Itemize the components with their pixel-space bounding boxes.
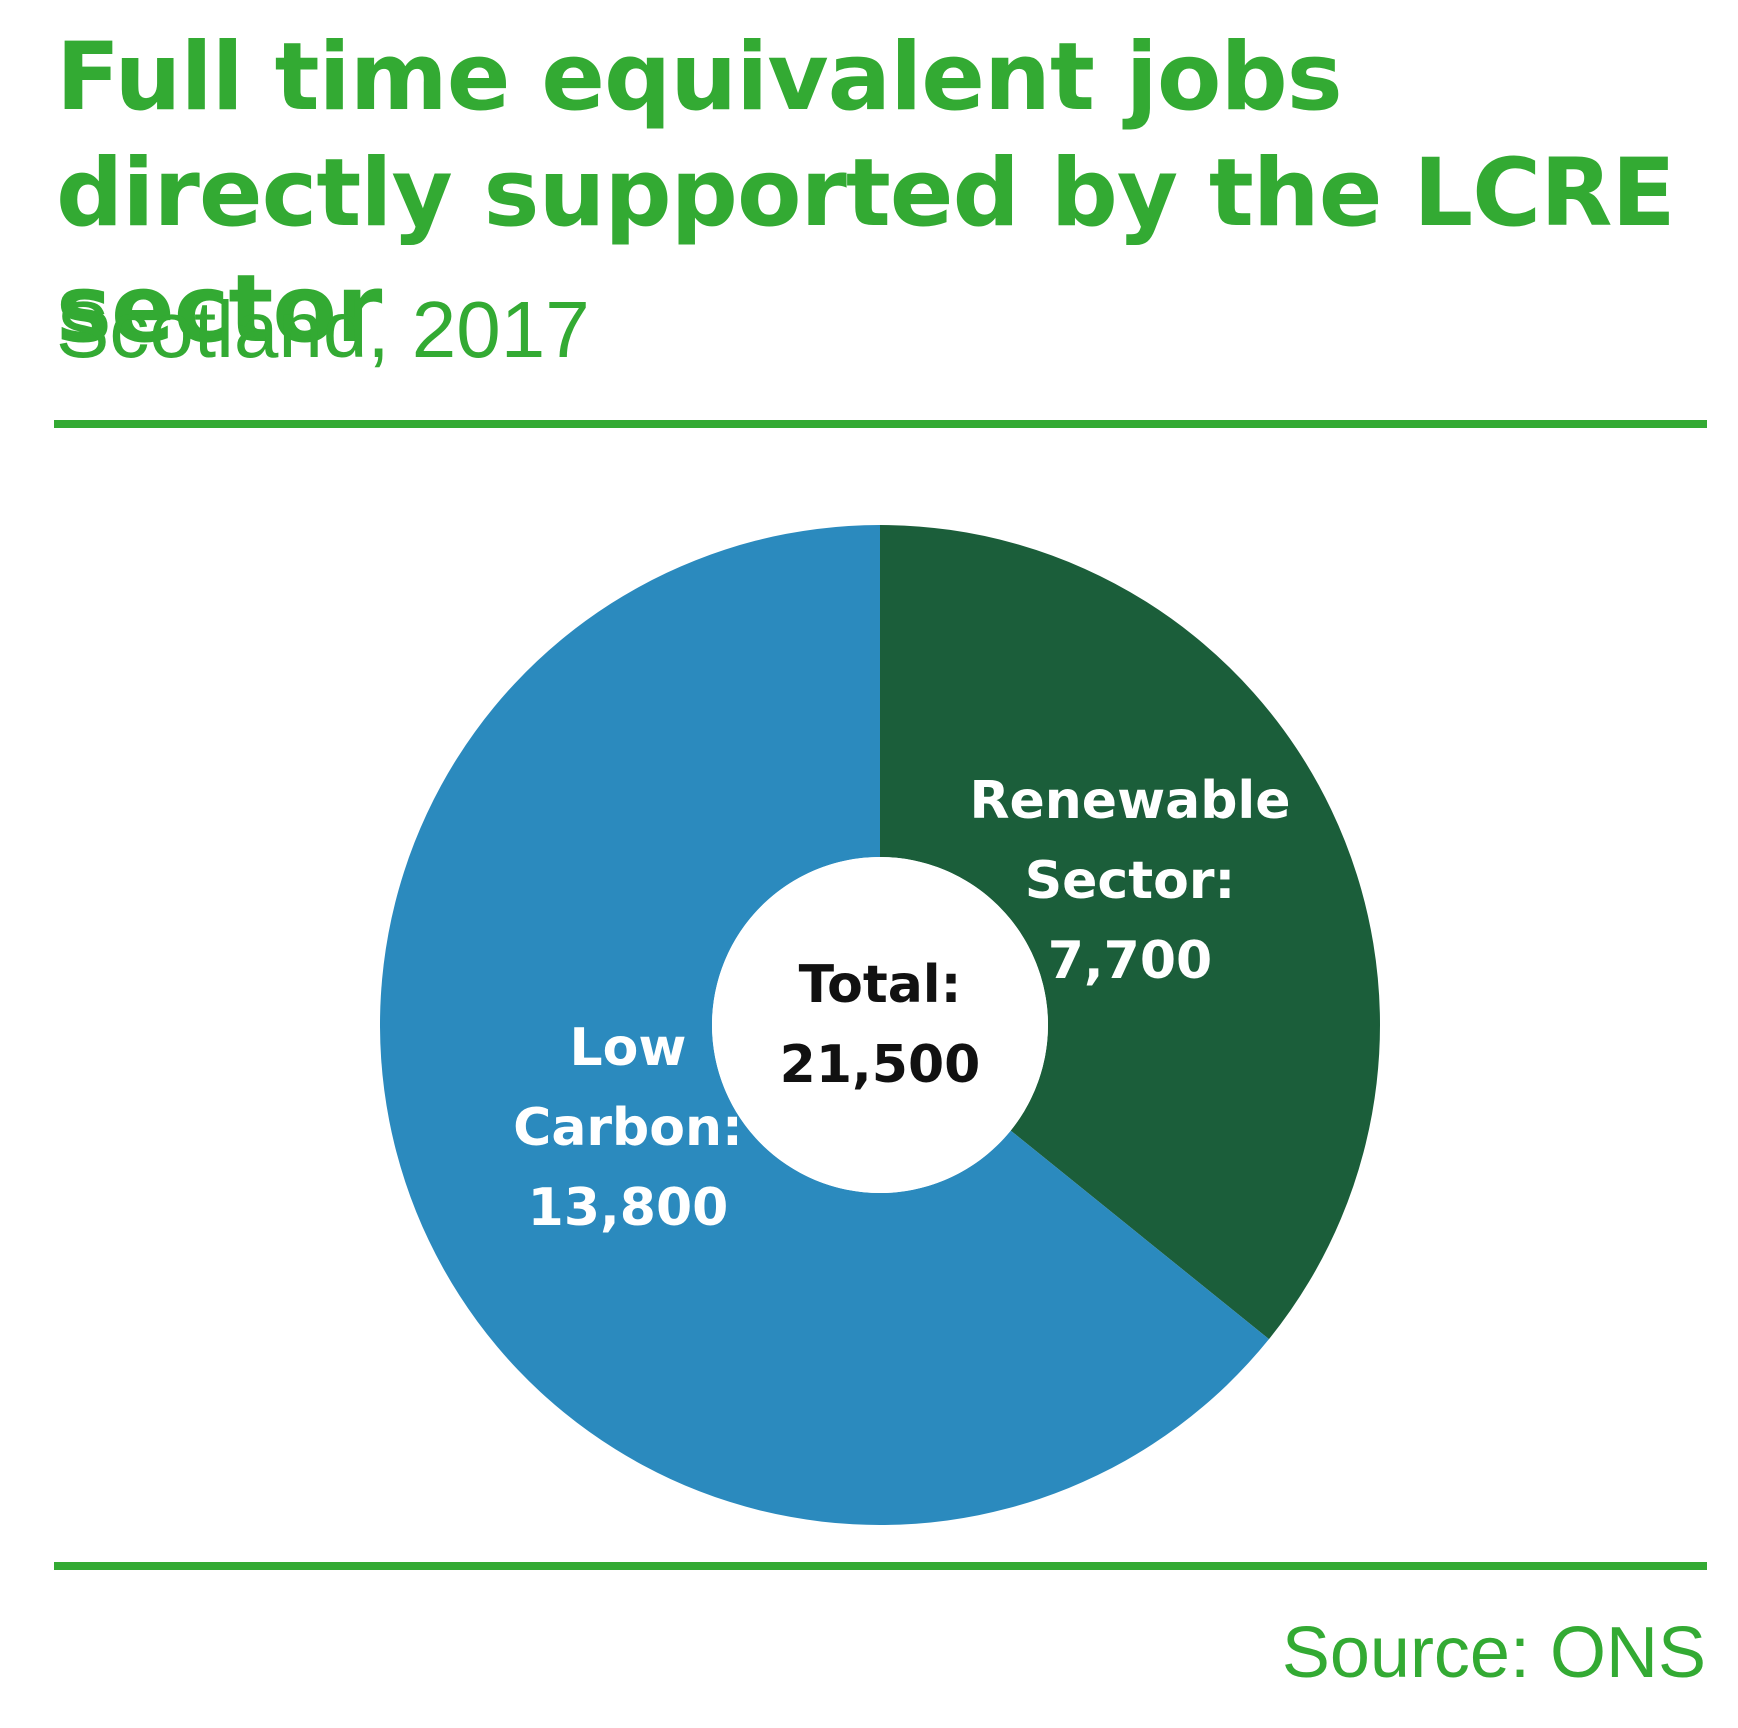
- center-label-line: Total:: [799, 955, 962, 1015]
- donut-hole: [712, 857, 1048, 1193]
- donut-slice-low-carbon: [379, 525, 1269, 1526]
- slice-label-line: Low: [570, 1018, 687, 1078]
- slice-label-line: Carbon:: [513, 1098, 743, 1158]
- slice-label-low-carbon: Low Carbon: 13,800: [513, 1018, 743, 1238]
- center-label-line: 21,500: [780, 1035, 981, 1095]
- slice-label-line: 7,700: [1048, 931, 1212, 991]
- source-note: Source: ONS: [1281, 1613, 1706, 1693]
- chart-subtitle: Scotland, 2017: [56, 285, 590, 374]
- top-divider: [54, 420, 1707, 428]
- center-total-label: Total: 21,500: [780, 955, 981, 1095]
- slice-label-renewable-sector: Renewable Sector: 7,700: [969, 771, 1290, 991]
- bottom-divider: [54, 1562, 1707, 1570]
- slice-label-line: Renewable: [969, 771, 1290, 831]
- slice-label-line: Sector:: [1025, 851, 1236, 911]
- chart-title: Full time equivalent jobs directly suppo…: [56, 23, 1676, 364]
- donut-slice-renewable-sector: [880, 525, 1380, 1340]
- slice-label-line: 13,800: [528, 1178, 729, 1238]
